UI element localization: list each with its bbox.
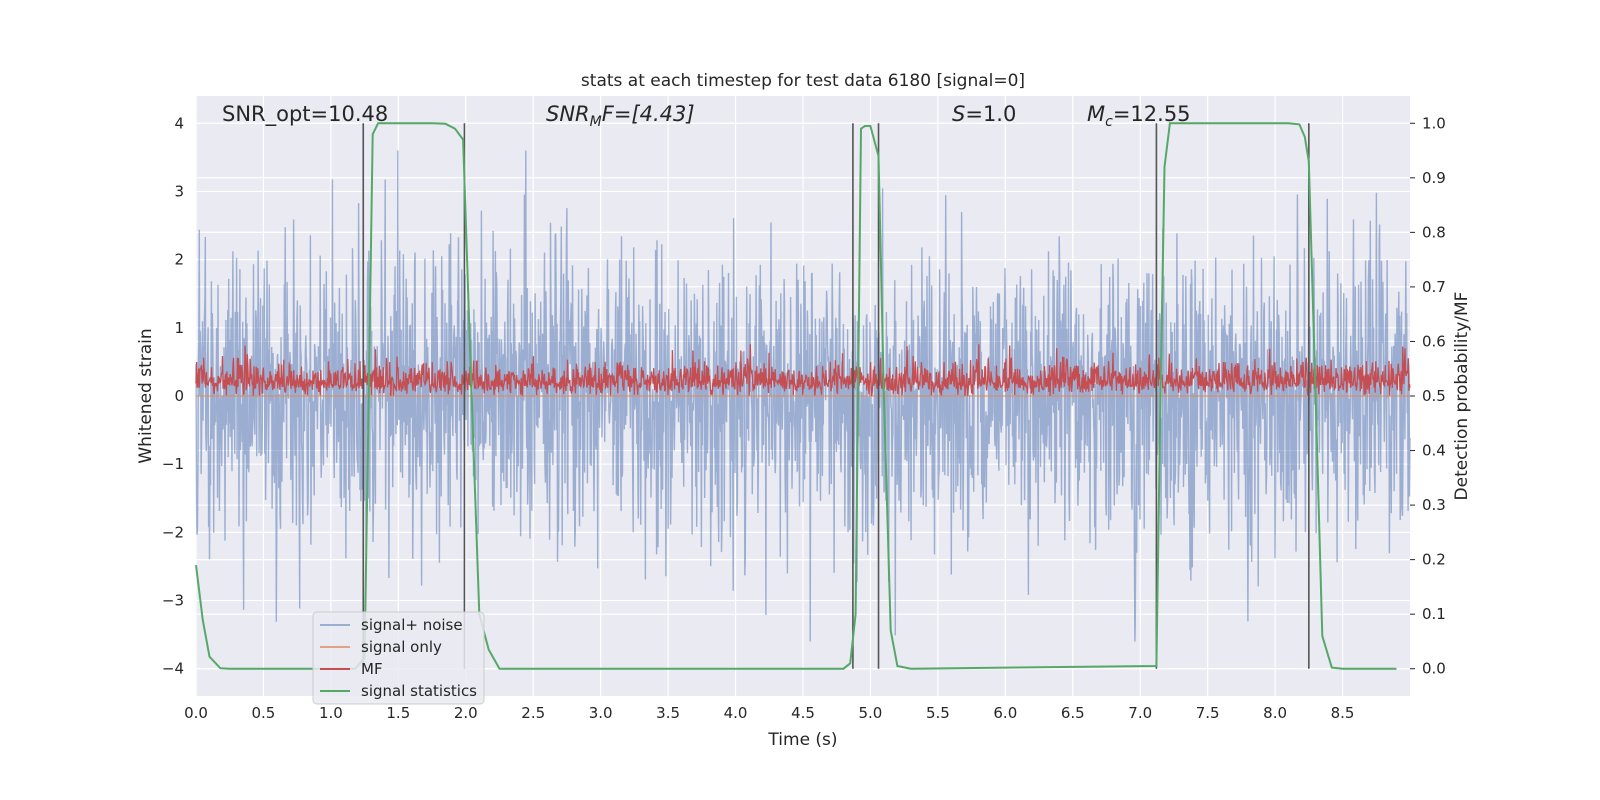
x-tick-label: 6.5: [1061, 704, 1085, 722]
legend: signal+ noise signal only MF signal stat…: [312, 611, 485, 705]
x-tick-label: 5.5: [926, 704, 950, 722]
x-axis-label: Time (s): [767, 730, 837, 750]
y-tick-label: −3: [162, 592, 184, 610]
vertical-lines: [362, 123, 1310, 669]
x-tick-label: 0.0: [184, 704, 208, 722]
annotation-s: S=1.0: [952, 102, 1016, 126]
x-tick-label: 6.0: [993, 704, 1017, 722]
x-tick-label: 3.0: [589, 704, 613, 722]
series-signal-plus-noise: [195, 150, 1411, 642]
legend-label-signal-statistics: signal statistics: [361, 682, 477, 700]
y-right-tick-label: 0.0: [1422, 660, 1446, 678]
y-tick-label: 3: [174, 182, 184, 200]
y-right-tick-label: 0.1: [1422, 605, 1446, 623]
y-right-tick-label: 0.2: [1422, 551, 1446, 569]
y-tick-label: −1: [162, 455, 184, 473]
x-tick-label: 8.5: [1331, 704, 1355, 722]
series-signal-statistics: [195, 122, 1397, 670]
legend-label-signal-plus-noise: signal+ noise: [361, 616, 463, 634]
y-right-tick-label: 1.0: [1422, 114, 1446, 132]
y-right-tick-label: 0.7: [1422, 278, 1446, 296]
y-right-tick-labels: 1.0 0.9 0.8 0.7 0.6 0.5 0.4 0.3 0.2 0.1 0.0: [1410, 114, 1446, 678]
legend-label-signal-only: signal only: [361, 638, 442, 656]
x-tick-label: 0.5: [252, 704, 276, 722]
signal-statistics-line: [195, 122, 1397, 670]
y-right-tick-label: 0.5: [1422, 387, 1446, 405]
x-tick-label: 2.0: [454, 704, 478, 722]
y-right-tick-label: 0.8: [1422, 223, 1446, 241]
signal-plus-noise-line: [195, 150, 1411, 642]
x-tick-label: 7.5: [1196, 704, 1220, 722]
y-right-tick-label: 0.3: [1422, 496, 1446, 514]
mf-line: [195, 344, 1411, 397]
annotation-mc: Mc=12.55: [1087, 102, 1191, 130]
x-tick-labels: 0.0 0.5 1.0 1.5 2.0 2.5 3.0 3.5 4.0 4.5 5.0 5.5 6.0 6…: [184, 704, 1354, 722]
x-tick-label: 1.0: [319, 704, 343, 722]
y-tick-label: 2: [174, 251, 184, 269]
y-right-tick-label: 0.4: [1422, 442, 1446, 460]
x-tick-label: 5.0: [859, 704, 883, 722]
x-tick-label: 7.0: [1128, 704, 1152, 722]
x-tick-label: 2.5: [521, 704, 545, 722]
chart-title: stats at each timestep for test data 618…: [581, 71, 1025, 91]
series-mf: [195, 344, 1411, 397]
x-tick-label: 8.0: [1263, 704, 1287, 722]
y-tick-label: −2: [162, 523, 184, 541]
y-tick-label: 0: [174, 387, 184, 405]
y-axis-right-label: Detection probability/MF: [1452, 292, 1472, 501]
y-tick-labels: 4 3 2 1 0 −1 −2 −3 −4: [162, 114, 184, 677]
x-tick-label: 1.5: [386, 704, 410, 722]
legend-box: [312, 611, 485, 705]
y-right-tick-label: 0.6: [1422, 332, 1446, 350]
legend-label-mf: MF: [361, 660, 383, 678]
y-right-tick-label: 0.9: [1422, 169, 1446, 187]
y-tick-label: −4: [162, 660, 184, 678]
x-tick-label: 4.0: [724, 704, 748, 722]
x-tick-label: 4.5: [791, 704, 815, 722]
x-tick-label: 3.5: [656, 704, 680, 722]
annotation-snr-opt: SNR_opt=10.48: [222, 102, 388, 127]
y-tick-label: 1: [174, 319, 184, 337]
y-tick-label: 4: [174, 114, 184, 132]
y-axis-label: Whitened strain: [136, 328, 156, 463]
annotation-snr-mf: SNRMF=[4.43]: [546, 102, 695, 130]
